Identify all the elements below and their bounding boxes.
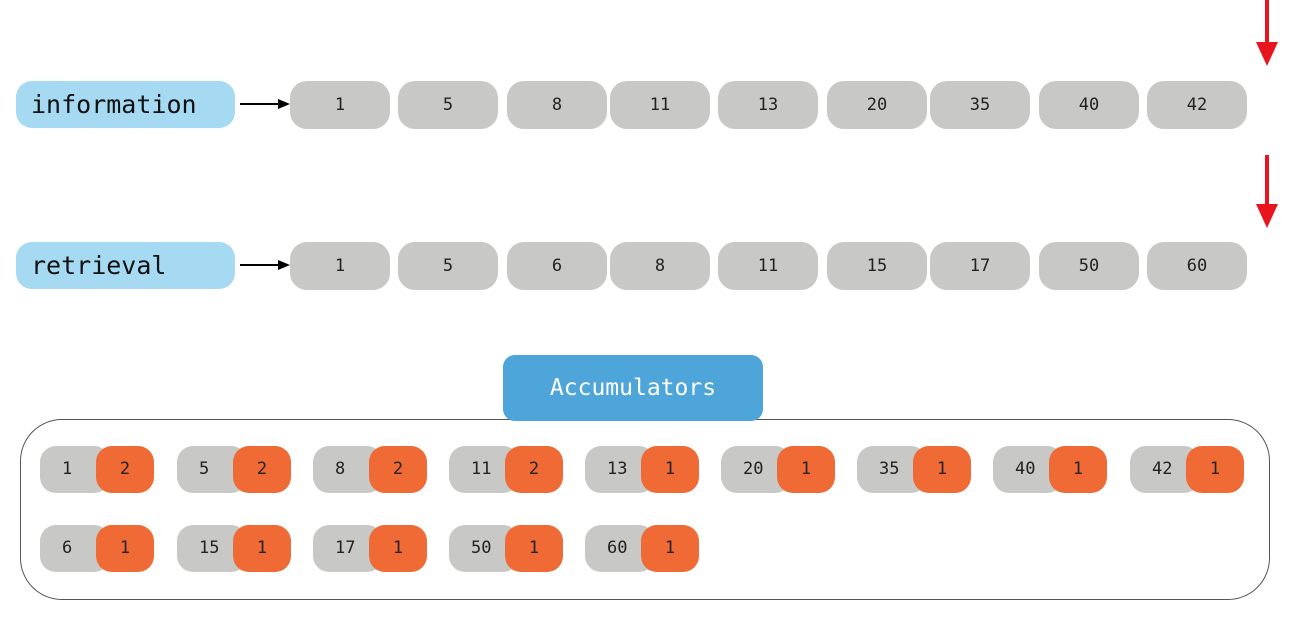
pointer-arrow-down-icon — [1256, 0, 1278, 66]
posting-cell: 60 — [1147, 242, 1247, 290]
accumulator-entry: 17 1 — [313, 525, 427, 572]
accumulator-entry: 40 1 — [993, 446, 1107, 493]
accumulator-score: 2 — [505, 446, 563, 493]
accumulator-entry: 60 1 — [585, 525, 699, 572]
accumulator-entry: 42 1 — [1130, 446, 1244, 493]
accumulator-score: 1 — [641, 446, 699, 493]
posting-cell: 15 — [827, 242, 927, 290]
accumulator-score: 1 — [1049, 446, 1107, 493]
accumulator-entry: 15 1 — [177, 525, 291, 572]
posting-cell: 17 — [930, 242, 1030, 290]
accumulator-score: 1 — [777, 446, 835, 493]
posting-cell: 6 — [507, 242, 607, 290]
posting-cell: 5 — [398, 81, 498, 129]
accumulator-score: 2 — [96, 446, 154, 493]
arrow-right-icon — [240, 99, 290, 109]
accumulator-entry: 35 1 — [857, 446, 971, 493]
posting-cell: 13 — [718, 81, 818, 129]
accumulator-score: 2 — [369, 446, 427, 493]
accumulator-score: 1 — [913, 446, 971, 493]
accumulator-entry: 11 2 — [449, 446, 563, 493]
accumulator-score: 1 — [96, 525, 154, 572]
accumulator-score: 1 — [641, 525, 699, 572]
posting-cell: 1 — [290, 242, 390, 290]
posting-list-retrieval: 1 5 6 8 11 15 17 50 60 — [290, 242, 1250, 290]
accumulator-score: 1 — [369, 525, 427, 572]
accumulator-score: 1 — [1186, 446, 1244, 493]
posting-cell: 1 — [290, 81, 390, 129]
posting-list-information: 1 5 8 11 13 20 35 40 42 — [290, 81, 1250, 129]
posting-cell: 40 — [1039, 81, 1139, 129]
pointer-arrow-down-icon — [1256, 155, 1278, 228]
term-information: information — [16, 81, 235, 128]
posting-cell: 11 — [610, 81, 710, 129]
posting-cell: 42 — [1147, 81, 1247, 129]
accumulator-score: 2 — [233, 446, 291, 493]
accumulator-entry: 50 1 — [449, 525, 563, 572]
accumulator-score: 1 — [505, 525, 563, 572]
accumulator-entry: 20 1 — [721, 446, 835, 493]
term-retrieval: retrieval — [16, 242, 235, 289]
posting-cell: 8 — [507, 81, 607, 129]
arrow-right-icon — [240, 260, 290, 270]
posting-cell: 35 — [930, 81, 1030, 129]
accumulator-score: 1 — [233, 525, 291, 572]
accumulator-entry: 13 1 — [585, 446, 699, 493]
accumulators-label: Accumulators — [503, 355, 763, 421]
posting-cell: 20 — [827, 81, 927, 129]
posting-cell: 5 — [398, 242, 498, 290]
posting-cell: 11 — [718, 242, 818, 290]
posting-cell: 50 — [1039, 242, 1139, 290]
posting-cell: 8 — [610, 242, 710, 290]
